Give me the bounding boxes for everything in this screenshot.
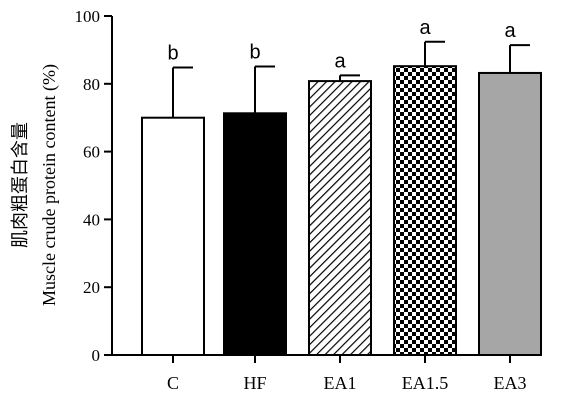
y-tick-label: 60 xyxy=(83,143,100,162)
bar-EA1.5 xyxy=(393,65,457,356)
bar-C xyxy=(141,116,205,356)
y-tick-label: 20 xyxy=(83,278,100,297)
y-tick-label: 100 xyxy=(75,7,101,26)
significance-label-HF: b xyxy=(249,42,260,64)
significance-label-C: b xyxy=(167,43,178,65)
x-tick-label-EA3: EA3 xyxy=(494,373,527,393)
significance-label-EA1: a xyxy=(334,50,346,72)
y-tick-label: 0 xyxy=(92,346,101,365)
y-axis-title-chinese: 肌肉粗蛋白含量 xyxy=(10,122,30,248)
significance-label-EA3: a xyxy=(504,20,516,42)
x-tick-label-C: C xyxy=(167,373,179,393)
bar-EA1 xyxy=(308,80,372,356)
x-axis: C HF EA1 EA1.5 EA3 xyxy=(112,354,540,393)
y-tick-label: 40 xyxy=(83,210,100,229)
x-tick-label-EA1.5: EA1.5 xyxy=(402,373,449,393)
error-bars xyxy=(172,40,530,118)
x-tick-label-EA1: EA1 xyxy=(324,373,357,393)
bar-EA3 xyxy=(478,71,542,357)
bar-HF xyxy=(223,112,287,356)
y-axis: 0 20 40 60 80 100 xyxy=(75,7,113,365)
y-axis-title: 肌肉粗蛋白含量 Muscle crude protein content (%) xyxy=(10,64,60,306)
y-tick-label: 80 xyxy=(83,75,100,94)
significance-labels: b b a a a xyxy=(167,17,516,73)
significance-label-EA1.5: a xyxy=(419,17,431,39)
y-axis-title-english: Muscle crude protein content (%) xyxy=(39,64,60,306)
bars xyxy=(141,65,542,357)
x-tick-label-HF: HF xyxy=(243,373,266,393)
